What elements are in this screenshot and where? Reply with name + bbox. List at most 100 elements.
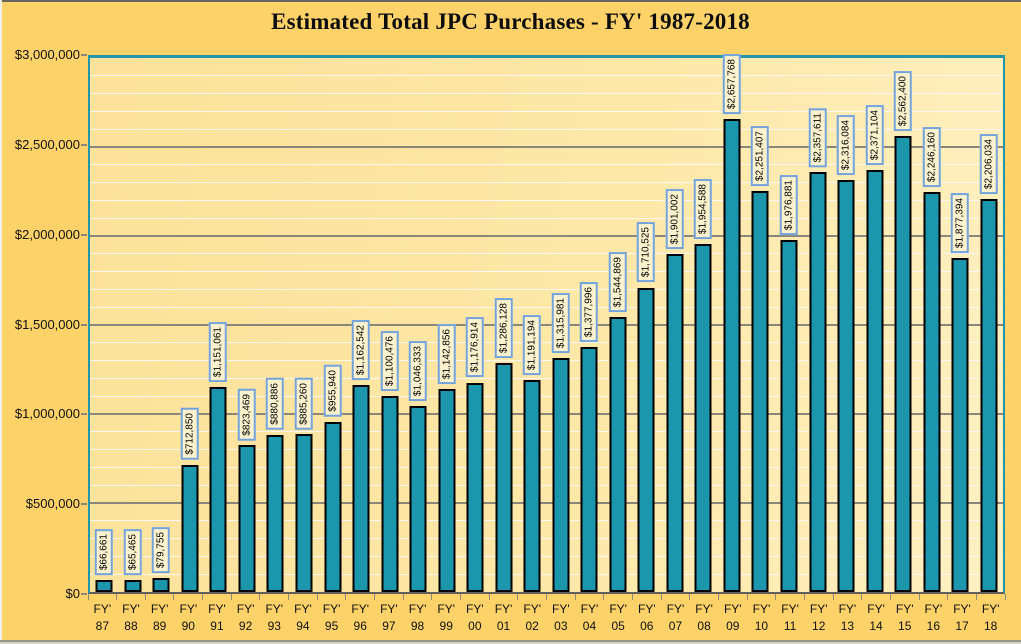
minor-gridline [90, 110, 1003, 112]
x-label-year: 90 [181, 619, 195, 633]
bar-value-label: $885,260 [295, 377, 313, 430]
y-axis-tick [81, 323, 87, 326]
bar-value-label: $1,151,061 [209, 322, 228, 383]
bar-value-label: $2,562,400 [894, 70, 912, 131]
window-edge-bottom [0, 640, 1021, 642]
y-axis-tick [81, 233, 87, 236]
bar [894, 135, 912, 592]
bar-cell: $79,755 [147, 58, 176, 592]
bar-value-label: $1,046,333 [409, 340, 427, 401]
x-label-prefix: FY' [494, 602, 513, 616]
x-axis-tick [259, 594, 261, 600]
x-axis-tick [803, 594, 805, 600]
x-axis-tick [1004, 594, 1006, 600]
bar-cell: $1,176,914 [461, 58, 490, 592]
bar [95, 580, 113, 592]
bar-value-label: $2,251,407 [751, 126, 770, 187]
bar-cell: $2,206,034 [974, 58, 1003, 592]
bar-cell: $1,710,525 [632, 58, 661, 592]
bar-cell: $1,315,981 [547, 58, 576, 592]
x-axis-tick-label: FY' 01 [489, 601, 518, 635]
x-axis-tick-label: FY' 07 [661, 601, 690, 635]
y-axis-tick-label: $500,000 [25, 496, 80, 512]
bar [723, 118, 741, 592]
bar-cell: $1,377,996 [575, 58, 604, 592]
x-label-prefix: FY' [695, 602, 713, 616]
x-label-year: 93 [267, 619, 281, 633]
x-label-prefix: FY' [437, 602, 456, 616]
x-label-year: 08 [697, 619, 711, 633]
x-axis-tick-label: FY' 05 [604, 601, 633, 635]
x-label-year: 98 [410, 619, 425, 633]
bar [751, 191, 769, 592]
x-axis-tick-label: FY' 08 [690, 601, 719, 635]
x-axis-labels: FY' 87 FY' 88 FY' 89 FY' 90 FY' 91 FY' 92 FY' 93 FY' 94… [88, 601, 1005, 635]
x-label-prefix: FY' [924, 602, 943, 616]
x-axis-tick [975, 594, 977, 600]
x-axis-tick-label: FY' 93 [260, 601, 289, 635]
x-axis-tick [460, 594, 462, 600]
bar [152, 577, 170, 592]
bar [666, 253, 684, 592]
x-axis-tick [717, 594, 719, 600]
x-label-prefix: FY' [351, 602, 370, 616]
bar-value-label: $1,544,869 [609, 251, 627, 313]
x-label-year: 07 [668, 619, 683, 633]
minor-gridline [90, 306, 1003, 308]
x-label-prefix: FY' [867, 602, 885, 616]
bar [780, 240, 798, 592]
minor-gridline [90, 128, 1003, 130]
x-label-year: 15 [898, 619, 912, 633]
x-label-prefix: FY' [838, 602, 857, 616]
x-label-year: 02 [525, 619, 539, 633]
bar-value-label: $79,755 [152, 526, 171, 573]
x-label-prefix: FY' [294, 602, 312, 616]
bar-cell: $1,877,394 [946, 58, 975, 592]
x-axis-tick-label: FY' 12 [804, 601, 833, 635]
x-axis-tick-label: FY' 92 [231, 601, 260, 635]
bar-value-label: $1,901,002 [666, 188, 684, 249]
x-label-year: 89 [152, 619, 167, 633]
x-label-prefix: FY' [637, 602, 656, 616]
bar [837, 179, 855, 592]
x-label-prefix: FY' [408, 602, 427, 616]
x-axis-tick-label: FY' 16 [919, 601, 948, 635]
y-axis-tick-label: $2,000,000 [14, 226, 80, 242]
x-axis-tick [173, 594, 175, 600]
bar-value-label: $2,246,160 [922, 127, 941, 188]
x-label-prefix: FY' [809, 602, 828, 616]
x-axis-tick [631, 594, 633, 600]
x-label-prefix: FY' [179, 602, 198, 616]
bar [923, 192, 941, 592]
bar-value-label: $2,371,104 [865, 104, 884, 165]
bar-cell: $2,357,611 [803, 58, 832, 592]
y-axis-tick [81, 593, 87, 595]
x-label-year: 96 [353, 619, 367, 633]
x-label-year: 95 [324, 619, 339, 633]
y-axis-tick [81, 143, 87, 146]
bar-cell: $2,657,768 [718, 53, 747, 592]
x-axis-tick [660, 594, 662, 600]
x-axis-tick [345, 594, 347, 600]
bar-cell: $1,151,061 [204, 58, 233, 592]
x-label-prefix: FY' [150, 602, 169, 616]
x-label-prefix: FY' [981, 602, 1000, 616]
bar-cell: $2,316,084 [832, 58, 861, 592]
bar-value-label: $1,710,525 [637, 222, 656, 283]
x-label-year: 87 [95, 619, 109, 633]
x-axis-tick-label: FY' 00 [461, 601, 490, 635]
bar-cell: $885,260 [290, 58, 319, 592]
x-label-prefix: FY' [895, 602, 914, 616]
x-label-prefix: FY' [580, 602, 599, 616]
x-axis-tick [546, 594, 547, 600]
x-label-prefix: FY' [781, 602, 799, 616]
bar-cell: $2,246,160 [917, 58, 946, 592]
minor-gridline [90, 466, 1003, 468]
minor-gridline [90, 360, 1003, 362]
bar [381, 396, 399, 592]
bar-value-label: $1,315,981 [552, 292, 570, 353]
minor-gridline [90, 573, 1003, 575]
x-axis-tick [116, 594, 118, 600]
x-label-year: 09 [726, 619, 740, 633]
x-label-year: 14 [869, 619, 883, 633]
